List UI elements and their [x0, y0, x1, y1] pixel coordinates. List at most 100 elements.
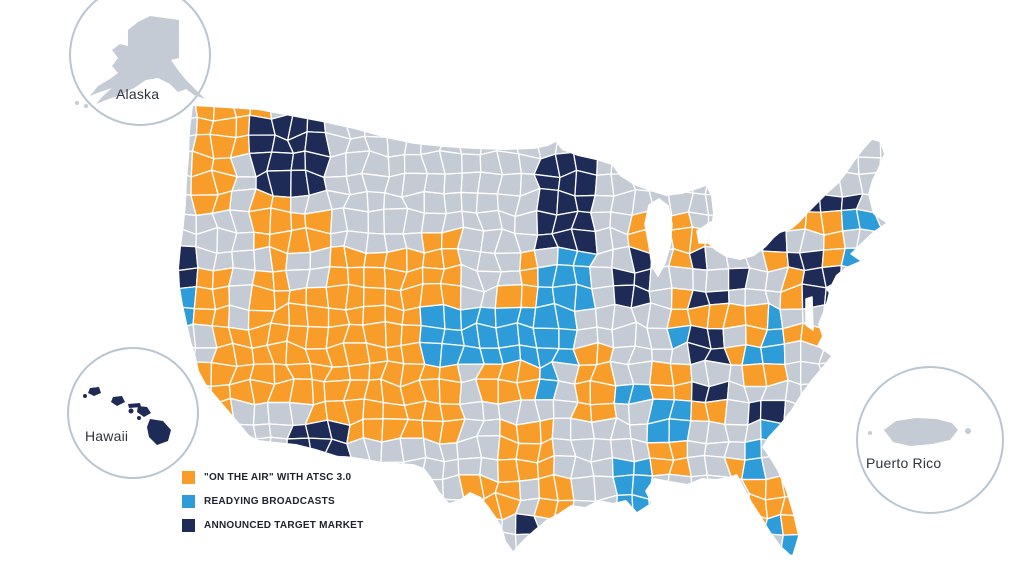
market-cell[interactable] [570, 98, 595, 122]
market-cell[interactable] [457, 456, 483, 476]
market-cell[interactable] [647, 131, 671, 155]
market-cell[interactable] [342, 98, 367, 119]
market-cell[interactable] [176, 267, 199, 290]
market-cell[interactable] [615, 494, 635, 521]
market-cell[interactable] [247, 134, 276, 155]
market-cell[interactable] [803, 533, 825, 556]
market-cell[interactable] [285, 251, 312, 271]
market-cell[interactable] [195, 417, 219, 445]
market-cell[interactable] [266, 549, 290, 564]
market-cell[interactable] [233, 550, 255, 564]
market-cell[interactable] [762, 533, 784, 557]
market-cell[interactable] [722, 549, 745, 564]
market-cell[interactable] [596, 131, 615, 159]
market-cell[interactable] [475, 552, 504, 564]
market-cell[interactable] [666, 153, 689, 177]
market-cell[interactable] [385, 492, 408, 519]
hawaii-territory-shape[interactable] [147, 419, 171, 445]
market-cell[interactable] [235, 114, 251, 139]
market-cell[interactable] [266, 401, 294, 427]
market-cell[interactable] [458, 511, 481, 537]
market-cell[interactable] [822, 515, 844, 538]
market-cell[interactable] [878, 246, 898, 271]
market-cell[interactable] [779, 554, 808, 564]
market-cell[interactable] [839, 264, 865, 290]
market-cell[interactable] [741, 344, 764, 366]
market-cell[interactable] [608, 549, 635, 564]
market-cell[interactable] [611, 456, 636, 478]
market-cell[interactable] [368, 550, 386, 564]
market-cell[interactable] [442, 498, 465, 521]
market-cell[interactable] [363, 475, 390, 502]
market-cell[interactable] [783, 339, 802, 366]
market-cell[interactable] [384, 531, 402, 558]
market-cell[interactable] [553, 532, 580, 556]
market-cell[interactable] [252, 423, 272, 440]
market-cell[interactable] [817, 530, 844, 555]
market-cell[interactable] [722, 228, 750, 250]
market-cell[interactable] [380, 461, 405, 477]
market-cell[interactable] [176, 286, 198, 310]
market-cell[interactable] [857, 131, 882, 159]
market-cell[interactable] [442, 98, 465, 120]
market-cell[interactable] [879, 98, 898, 117]
market-cell[interactable] [305, 286, 330, 309]
market-cell[interactable] [342, 342, 371, 367]
market-cell[interactable] [554, 98, 576, 122]
market-cell[interactable] [362, 286, 387, 308]
market-cell[interactable] [322, 98, 349, 115]
market-cell[interactable] [704, 98, 731, 115]
market-cell[interactable] [781, 98, 807, 117]
market-cell[interactable] [590, 194, 615, 214]
market-cell[interactable] [570, 475, 597, 502]
market-cell[interactable] [362, 98, 384, 121]
market-cell[interactable] [345, 283, 365, 311]
market-cell[interactable] [515, 550, 538, 564]
market-cell[interactable] [822, 381, 844, 407]
market-cell[interactable] [840, 511, 865, 537]
market-cell[interactable] [692, 268, 708, 293]
market-cell[interactable] [419, 530, 442, 557]
market-cell[interactable] [553, 512, 577, 535]
market-cell[interactable] [763, 189, 785, 213]
market-cell[interactable] [873, 193, 898, 214]
market-cell[interactable] [838, 134, 862, 158]
market-cell[interactable] [400, 532, 425, 557]
market-cell[interactable] [783, 195, 808, 213]
market-cell[interactable] [176, 323, 197, 349]
market-cell[interactable] [647, 169, 669, 192]
market-cell[interactable] [570, 116, 599, 136]
market-cell[interactable] [571, 499, 597, 517]
market-cell[interactable] [420, 113, 447, 140]
market-cell[interactable] [879, 113, 898, 140]
market-cell[interactable] [705, 137, 730, 161]
market-cell[interactable] [780, 454, 807, 479]
market-cell[interactable] [252, 401, 270, 426]
market-cell[interactable] [855, 98, 884, 116]
market-cell[interactable] [763, 207, 787, 232]
market-cell[interactable] [801, 404, 824, 420]
market-cell[interactable] [496, 270, 523, 287]
market-cell[interactable] [861, 511, 877, 537]
market-cell[interactable] [801, 133, 827, 160]
market-cell[interactable] [783, 210, 808, 232]
market-cell[interactable] [306, 112, 327, 134]
market-cell[interactable] [876, 343, 898, 368]
market-cell[interactable] [744, 438, 763, 461]
market-cell[interactable] [495, 322, 521, 349]
market-cell[interactable] [590, 554, 618, 564]
market-cell[interactable] [858, 343, 881, 368]
market-cell[interactable] [761, 226, 788, 254]
market-cell[interactable] [443, 172, 463, 195]
market-cell[interactable] [574, 532, 596, 557]
market-cell[interactable] [704, 245, 730, 271]
market-cell[interactable] [704, 493, 732, 517]
market-cell[interactable] [363, 492, 390, 520]
market-cell[interactable] [363, 251, 388, 269]
market-cell[interactable] [743, 531, 770, 557]
market-cell[interactable] [760, 343, 786, 366]
market-cell[interactable] [495, 114, 516, 139]
market-cell[interactable] [782, 157, 806, 179]
market-cell[interactable] [875, 512, 898, 536]
market-cell[interactable] [799, 170, 820, 197]
